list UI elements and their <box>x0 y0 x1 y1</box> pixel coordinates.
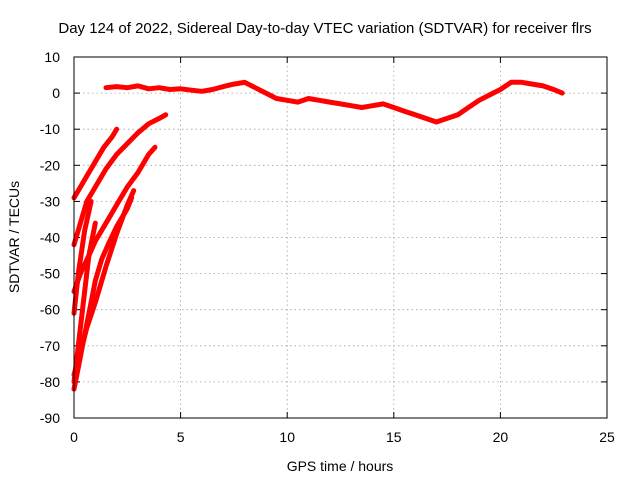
plot-frame <box>73 56 608 419</box>
y-axis-title: SDTVAR / TECUs <box>6 181 22 293</box>
y-tick-label: -40 <box>40 230 60 246</box>
x-tick-label: 15 <box>386 429 402 445</box>
series-arc-a <box>71 126 120 201</box>
y-tick-label: -20 <box>40 157 60 173</box>
series-arc-b <box>71 112 169 248</box>
data-series <box>71 79 565 392</box>
y-tick-label: -80 <box>40 374 60 390</box>
x-tick-label: 25 <box>599 429 615 445</box>
y-tick-label: -90 <box>40 410 60 426</box>
x-tick-label: 5 <box>177 429 185 445</box>
y-tick-label: -10 <box>40 121 60 137</box>
series-arc-f <box>71 220 98 385</box>
series-main-trace <box>103 79 565 125</box>
x-tick-label: 20 <box>493 429 509 445</box>
x-tick-label: 10 <box>279 429 295 445</box>
x-axis-title: GPS time / hours <box>287 458 394 474</box>
x-tick-label: 0 <box>70 429 78 445</box>
y-tick-label: -70 <box>40 338 60 354</box>
y-tick-label: -30 <box>40 193 60 209</box>
y-tick-label: 0 <box>52 85 60 101</box>
chart-title: Day 124 of 2022, Sidereal Day-to-day VTE… <box>58 20 591 37</box>
series-arc-e <box>71 188 137 378</box>
series-arc-g <box>71 198 94 316</box>
y-tick-label: -50 <box>40 266 60 282</box>
y-tick-label: -60 <box>40 302 60 318</box>
y-tick-label: 10 <box>44 49 60 65</box>
tick-labels: 0 5 10 15 20 25 -90 -80 -70 -60 -50 -40 -30 -20 -10 0 10 <box>40 49 615 445</box>
series-arc-c <box>71 144 158 295</box>
grid-lines <box>74 57 607 418</box>
